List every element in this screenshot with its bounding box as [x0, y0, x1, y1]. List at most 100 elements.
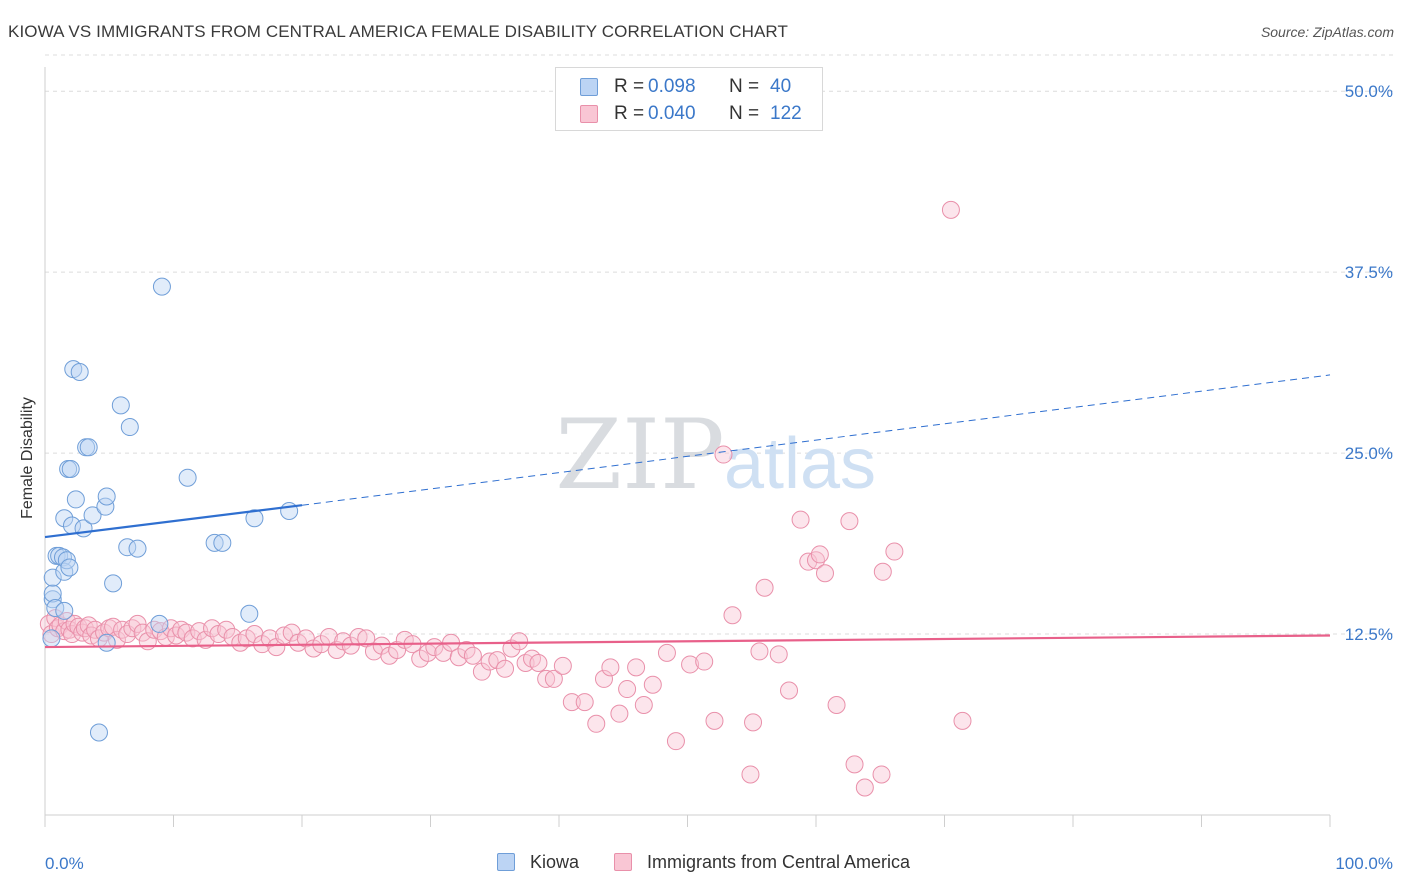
- data-point: [553, 656, 572, 675]
- data-point: [723, 606, 742, 625]
- data-point: [61, 460, 80, 479]
- data-point: [388, 640, 407, 659]
- data-point: [43, 584, 62, 603]
- data-point: [873, 562, 892, 581]
- data-point: [463, 646, 482, 665]
- data-point: [741, 765, 760, 784]
- trend-line-kiowa: [44, 504, 303, 539]
- data-point: [472, 662, 491, 681]
- data-point: [587, 714, 606, 733]
- data-point: [55, 601, 74, 620]
- data-point: [618, 680, 637, 699]
- grid: [45, 54, 1393, 635]
- data-point: [695, 652, 714, 671]
- data-point: [205, 533, 224, 552]
- kiowa-swatch: [497, 853, 515, 871]
- data-point: [601, 658, 620, 677]
- data-point: [666, 732, 685, 751]
- data-point: [855, 778, 874, 797]
- chart-title: KIOWA VS IMMIGRANTS FROM CENTRAL AMERICA…: [8, 22, 788, 41]
- data-point: [840, 512, 859, 531]
- data-point: [66, 490, 85, 509]
- data-point: [827, 695, 846, 714]
- r-label: R =: [614, 76, 645, 97]
- n-value: 40: [770, 76, 792, 97]
- data-point: [152, 277, 171, 296]
- data-point: [705, 711, 724, 730]
- data-point: [128, 614, 147, 633]
- n-value: 122: [770, 103, 802, 124]
- r-value: 0.098: [648, 76, 696, 97]
- data-point: [872, 765, 891, 784]
- data-point: [657, 643, 676, 662]
- kiowa-swatch: [580, 78, 598, 96]
- n-label: N =: [729, 76, 760, 97]
- data-point: [349, 627, 368, 646]
- series-legend: Kiowa Immigrants from Central America: [0, 852, 1406, 876]
- data-point: [57, 551, 76, 570]
- data-point: [240, 604, 259, 623]
- data-point: [575, 693, 594, 712]
- data-point: [55, 509, 74, 528]
- data-point: [133, 623, 152, 642]
- data-point: [107, 630, 126, 649]
- data-point: [594, 669, 613, 688]
- series-immigrants-central-america: [39, 200, 972, 797]
- data-point: [213, 533, 232, 552]
- data-point: [104, 574, 123, 593]
- trend-line-immigrants: [44, 634, 1331, 649]
- data-point: [480, 652, 499, 671]
- data-point: [544, 669, 563, 688]
- x-tick-label: 100.0%: [1335, 854, 1393, 873]
- data-point: [183, 629, 202, 648]
- y-tick-label: 12.5%: [1345, 625, 1393, 644]
- trend-lines: [44, 374, 1331, 649]
- data-point: [750, 642, 769, 661]
- data-point: [562, 693, 581, 712]
- data-point: [60, 558, 79, 577]
- data-point: [111, 396, 130, 415]
- data-point: [769, 645, 788, 664]
- tick-labels: 12.5% 25.0% 37.5% 50.0% 0.0% 100.0%: [45, 82, 1393, 873]
- data-point: [681, 655, 700, 674]
- data-point: [780, 681, 799, 700]
- legend-label: Immigrants from Central America: [647, 852, 911, 872]
- watermark: ZIP atlas: [555, 399, 876, 511]
- data-point: [510, 632, 529, 651]
- data-point: [627, 658, 646, 677]
- data-point: [79, 438, 98, 457]
- data-point: [845, 755, 864, 774]
- data-point: [799, 552, 818, 571]
- data-point: [70, 363, 89, 382]
- data-point: [529, 654, 548, 672]
- data-point: [97, 487, 116, 506]
- source-label: Source: ZipAtlas.com: [1260, 24, 1394, 40]
- data-point: [502, 639, 521, 658]
- immigrants-swatch: [614, 853, 632, 871]
- data-point: [610, 704, 629, 723]
- data-point: [496, 659, 515, 678]
- data-point: [296, 629, 315, 648]
- series-kiowa: [42, 277, 299, 742]
- data-point: [89, 723, 108, 742]
- watermark-atlas: atlas: [724, 424, 876, 504]
- y-tick-label: 37.5%: [1345, 263, 1393, 282]
- data-point: [150, 614, 169, 633]
- data-point: [42, 629, 61, 648]
- data-point: [953, 711, 972, 730]
- legend-label: Kiowa: [530, 852, 580, 872]
- y-tick-label: 25.0%: [1345, 444, 1393, 463]
- data-point: [885, 542, 904, 561]
- data-point: [755, 578, 774, 597]
- data-point: [744, 713, 763, 732]
- data-point: [537, 669, 556, 688]
- r-label: R =: [614, 103, 645, 124]
- data-point: [634, 695, 653, 714]
- immigrants-swatch: [580, 105, 598, 123]
- data-point: [791, 510, 810, 529]
- data-point: [97, 633, 116, 652]
- trend-line-kiowa-projection: [301, 374, 1331, 506]
- data-point: [43, 568, 62, 587]
- data-point: [449, 648, 468, 667]
